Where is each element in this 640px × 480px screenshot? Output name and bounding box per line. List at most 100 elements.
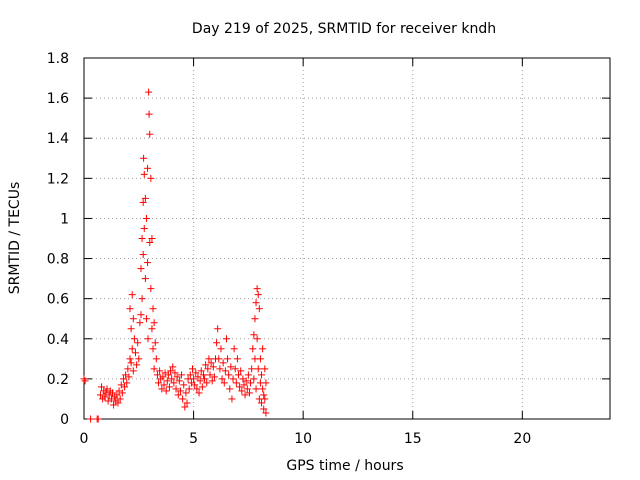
data-point	[199, 371, 207, 379]
data-point	[181, 403, 189, 411]
data-point	[225, 371, 233, 379]
data-point	[125, 373, 133, 381]
data-point	[256, 355, 264, 363]
data-point	[147, 285, 155, 293]
data-point	[215, 355, 223, 363]
y-tick-label: 0.2	[47, 372, 69, 388]
data-point	[81, 377, 89, 385]
data-point	[175, 377, 183, 385]
data-point	[162, 387, 170, 395]
data-point	[229, 375, 237, 383]
y-tick-label: 0.6	[47, 292, 69, 308]
data-point	[258, 371, 266, 379]
data-points	[80, 88, 270, 423]
data-point	[116, 395, 124, 403]
data-point	[179, 395, 187, 403]
axis-ticks: 0 0.2 0.4 0.6 0.8 1 1.2 1.4 1.6 1.8 0 5 10 15 20	[47, 51, 610, 447]
data-point	[198, 383, 206, 391]
data-point	[168, 375, 176, 383]
data-point	[87, 415, 95, 423]
data-point	[249, 345, 257, 353]
y-tick-label: 0	[60, 412, 69, 428]
data-point	[227, 363, 235, 371]
data-point	[126, 305, 134, 313]
data-point	[217, 345, 225, 353]
data-point	[176, 387, 184, 395]
data-point	[201, 375, 209, 383]
data-point	[171, 369, 179, 377]
y-tick-label: 1.8	[47, 51, 69, 67]
data-point	[247, 379, 255, 387]
data-point	[127, 359, 135, 367]
data-point	[138, 295, 146, 303]
data-point	[252, 299, 260, 307]
data-point	[232, 379, 240, 387]
data-point	[202, 361, 210, 369]
data-point	[137, 265, 145, 273]
data-point	[208, 377, 216, 385]
data-point	[260, 391, 268, 399]
data-point	[148, 235, 156, 242]
data-point	[235, 371, 243, 379]
data-point	[144, 335, 152, 343]
data-point	[190, 375, 198, 383]
data-point	[203, 379, 211, 387]
data-point	[123, 379, 131, 387]
data-point	[124, 365, 132, 373]
data-point	[242, 377, 250, 385]
data-point	[108, 389, 116, 397]
data-point	[182, 389, 190, 397]
data-point	[244, 371, 252, 379]
y-tick-label: 1.4	[47, 131, 69, 147]
data-point	[142, 214, 150, 222]
data-point	[231, 365, 239, 373]
data-point	[210, 373, 218, 381]
data-point	[193, 385, 201, 393]
data-point	[149, 345, 157, 353]
data-point	[119, 375, 127, 383]
data-point	[209, 363, 217, 371]
data-point	[259, 385, 267, 393]
data-point	[188, 365, 196, 373]
data-point	[133, 361, 141, 369]
data-point	[158, 385, 166, 393]
data-point	[195, 389, 203, 397]
data-point	[141, 194, 149, 202]
data-point	[250, 331, 258, 339]
data-point	[127, 325, 135, 333]
data-point	[172, 385, 180, 393]
data-point	[261, 395, 269, 403]
data-point	[137, 311, 145, 319]
data-point	[226, 385, 234, 393]
data-point	[163, 377, 171, 385]
data-point	[170, 379, 178, 387]
data-point	[150, 319, 158, 327]
y-tick-label: 0.8	[47, 252, 69, 268]
data-point	[140, 170, 148, 178]
data-point	[145, 88, 153, 96]
data-point	[248, 365, 256, 373]
data-point	[121, 383, 129, 391]
data-point	[174, 391, 182, 399]
data-point	[96, 391, 104, 399]
data-point	[224, 355, 232, 363]
data-point	[156, 367, 164, 375]
data-point	[152, 355, 160, 363]
data-point	[228, 395, 236, 403]
x-tick-label: 5	[189, 431, 198, 447]
data-point	[132, 349, 140, 357]
data-point	[253, 285, 261, 293]
data-point	[140, 154, 148, 162]
x-axis-label: GPS time / hours	[286, 458, 403, 474]
data-point	[160, 381, 168, 389]
data-point	[139, 198, 147, 206]
data-point	[240, 381, 248, 389]
data-point	[214, 325, 222, 333]
x-tick-label: 0	[80, 431, 89, 447]
data-point	[258, 399, 266, 407]
data-point	[142, 315, 150, 323]
data-point	[236, 383, 244, 391]
data-point	[241, 391, 249, 399]
data-point	[114, 399, 122, 407]
y-tick-label: 1	[60, 211, 69, 227]
